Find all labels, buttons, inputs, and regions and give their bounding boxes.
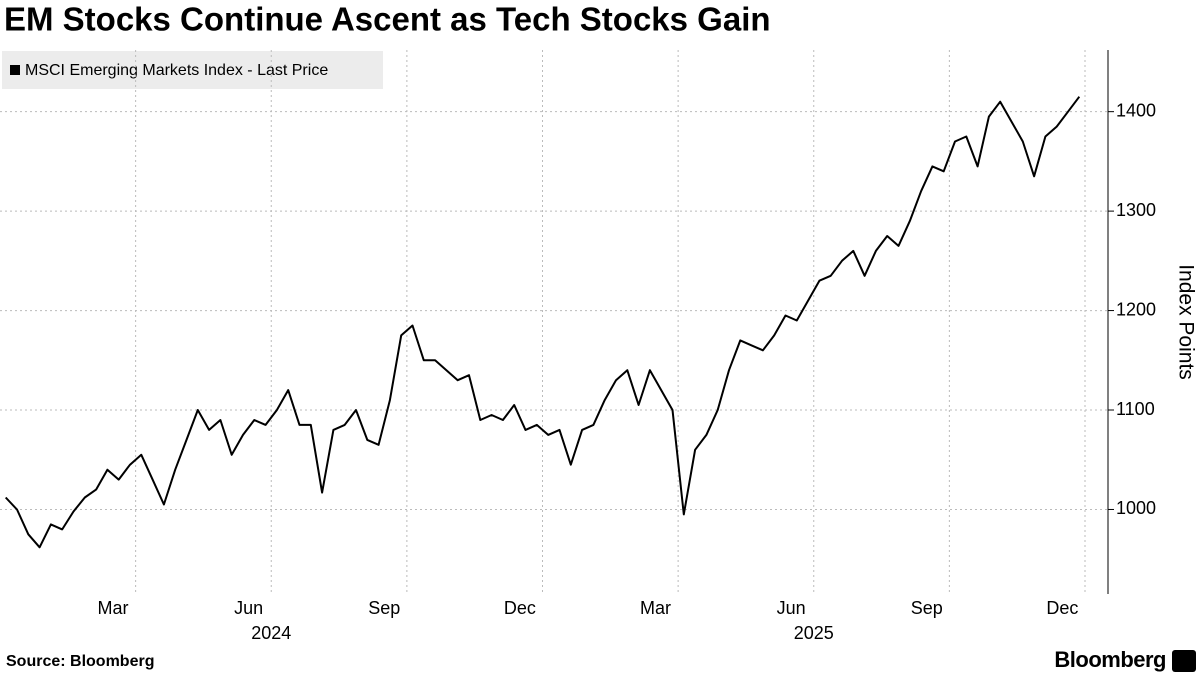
source: Source: Bloomberg	[6, 653, 154, 670]
y-tick-label: 1200	[1116, 299, 1156, 319]
y-tick-label: 1100	[1116, 399, 1155, 419]
y-tick-label: 1000	[1116, 498, 1156, 518]
year-label: 2025	[794, 623, 834, 643]
year-label: 2024	[251, 623, 291, 643]
legend-label: MSCI Emerging Markets Index - Last Price	[25, 62, 328, 79]
x-tick-label: Mar	[98, 598, 129, 618]
x-tick-label: Mar	[640, 598, 671, 618]
chart-title: EM Stocks Continue Ascent as Tech Stocks…	[4, 1, 771, 38]
x-tick-label: Sep	[911, 598, 943, 618]
y-tick-label: 1400	[1116, 100, 1156, 120]
x-tick-label: Dec	[504, 598, 536, 618]
x-tick-label: Dec	[1046, 598, 1078, 618]
brand-icon	[1172, 650, 1196, 672]
x-tick-label: Jun	[777, 598, 806, 618]
series-line	[4, 96, 1081, 549]
x-tick-label: Sep	[368, 598, 400, 618]
y-tick-label: 1300	[1116, 200, 1156, 220]
legend-box	[2, 51, 383, 89]
y-axis-label: Index Points	[1174, 264, 1197, 380]
legend-swatch	[10, 65, 20, 75]
brand: Bloomberg	[1054, 647, 1166, 672]
x-tick-label: Jun	[234, 598, 263, 618]
